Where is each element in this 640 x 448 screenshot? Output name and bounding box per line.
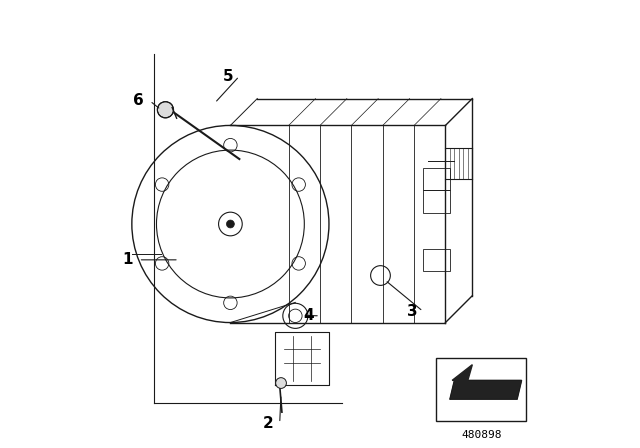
- Bar: [423, 168, 450, 190]
- Circle shape: [227, 220, 234, 228]
- Text: 480898: 480898: [461, 430, 502, 439]
- Text: 1: 1: [122, 252, 132, 267]
- Text: 2: 2: [263, 416, 274, 431]
- Circle shape: [157, 102, 173, 118]
- Bar: [423, 249, 450, 271]
- Polygon shape: [452, 365, 472, 380]
- Circle shape: [276, 378, 287, 388]
- Bar: [423, 190, 450, 213]
- Polygon shape: [450, 380, 522, 399]
- Text: 4: 4: [303, 308, 314, 323]
- Text: 6: 6: [133, 93, 144, 108]
- Text: 3: 3: [406, 304, 417, 319]
- Text: 5: 5: [223, 69, 234, 84]
- Bar: [436, 358, 526, 421]
